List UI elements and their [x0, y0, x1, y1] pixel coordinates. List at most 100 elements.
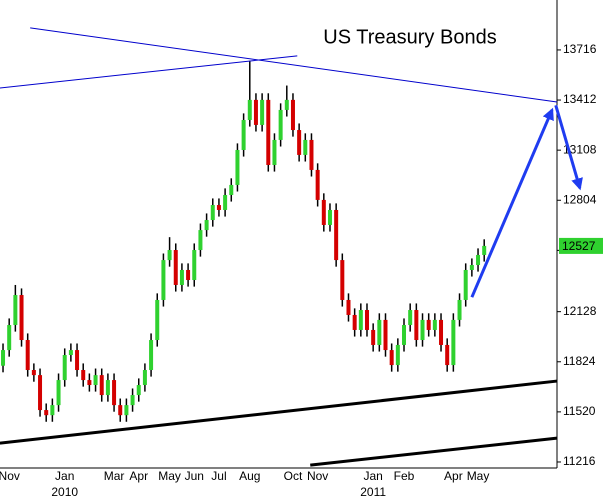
candle-body	[192, 250, 197, 281]
candle-body	[439, 319, 444, 345]
candle-body	[266, 99, 271, 165]
candle-body	[297, 130, 302, 155]
candle-body	[62, 355, 67, 381]
x-tick-label: Jan	[363, 469, 382, 483]
candle-body	[253, 99, 258, 125]
candle-body	[142, 370, 147, 386]
candle-body	[476, 254, 481, 266]
candle-body	[303, 139, 308, 155]
candle-body	[395, 344, 400, 366]
candle-body	[309, 139, 314, 170]
candle-body	[389, 350, 394, 366]
candle-body	[272, 139, 277, 165]
candle-body	[414, 310, 419, 341]
candle-body	[426, 319, 431, 330]
candle-body	[364, 310, 369, 330]
x-tick-label: Nov	[307, 469, 328, 483]
candle-body	[402, 325, 407, 345]
candle-body	[241, 119, 246, 150]
y-tick-label: 13412	[563, 92, 597, 106]
candle-body	[173, 250, 178, 285]
y-tick-label: 13108	[563, 142, 597, 156]
candle-body	[346, 299, 351, 315]
candle-body	[198, 230, 203, 251]
year-label: 2011	[360, 485, 386, 499]
last-price-label: 12527	[562, 239, 596, 253]
candle-body	[56, 380, 61, 406]
candle-body	[93, 375, 98, 386]
candle-body	[260, 99, 265, 125]
trend-line	[30, 27, 558, 103]
candle-body	[315, 169, 320, 200]
year-label: 2010	[51, 485, 78, 499]
candle-body	[235, 149, 240, 185]
candle-body	[50, 405, 55, 416]
candle-body	[44, 410, 49, 416]
candle-body	[38, 375, 43, 411]
candle-body	[19, 295, 24, 341]
candle-body	[155, 299, 160, 341]
candle-body	[223, 194, 228, 210]
x-tick-label: Apr	[129, 469, 148, 483]
x-tick-label: May	[158, 469, 181, 483]
candle-body	[179, 269, 184, 285]
candle-body	[451, 319, 456, 366]
candle-body	[321, 199, 326, 225]
x-tick-label: Jun	[185, 469, 204, 483]
y-tick-label: 12128	[563, 304, 597, 318]
x-tick-label: Oct	[284, 469, 303, 483]
candle-body	[161, 260, 166, 300]
candle-body	[31, 370, 36, 376]
chart-title: US Treasury Bonds	[323, 26, 496, 48]
last-price-box	[559, 237, 603, 254]
candle-body	[457, 299, 462, 320]
arrow	[470, 107, 554, 298]
candle-body	[408, 310, 413, 326]
y-tick-label: 13716	[563, 42, 597, 56]
candle-body	[445, 344, 450, 366]
candle-body	[432, 319, 437, 330]
candle-body	[1, 350, 6, 366]
candle-body	[99, 375, 104, 396]
candle-body	[334, 209, 339, 261]
trend-line	[0, 55, 298, 89]
candle-body	[358, 310, 363, 330]
candle-body	[68, 350, 73, 356]
y-tick-label: 11824	[563, 354, 596, 368]
candle-body	[278, 109, 283, 140]
x-tick-label: Nov	[0, 469, 20, 483]
candle-body	[167, 250, 172, 261]
candle-body	[352, 314, 357, 330]
candle-body	[371, 329, 376, 345]
y-tick-label: 11520	[563, 404, 596, 418]
candle-body	[7, 325, 12, 351]
x-tick-label: Aug	[239, 469, 260, 483]
trend-line	[310, 436, 558, 467]
candle-body	[25, 340, 30, 371]
candle-body	[204, 220, 209, 231]
candle-body	[290, 99, 295, 131]
x-tick-label: Jan	[55, 469, 74, 483]
candle-body	[420, 319, 425, 341]
x-tick-label: Apr	[444, 469, 463, 483]
candle-body	[149, 340, 154, 371]
candle-body	[463, 269, 468, 300]
candle-body	[377, 319, 382, 345]
trend-line	[0, 379, 558, 445]
candle-body	[247, 99, 252, 120]
candle-body	[284, 99, 289, 110]
candle-body	[340, 260, 345, 300]
y-tick-label: 12804	[563, 192, 597, 206]
candle-body	[75, 350, 80, 371]
candle-body	[87, 380, 92, 386]
candle-body	[383, 319, 388, 351]
candle-body	[105, 380, 110, 396]
candle-body	[112, 380, 117, 406]
candle-body	[210, 205, 215, 221]
candle-body	[13, 295, 18, 326]
candle-body	[469, 265, 474, 270]
y-tick-label: 11216	[563, 454, 596, 468]
x-tick-label: May	[467, 469, 490, 483]
x-tick-label: Mar	[104, 469, 125, 483]
